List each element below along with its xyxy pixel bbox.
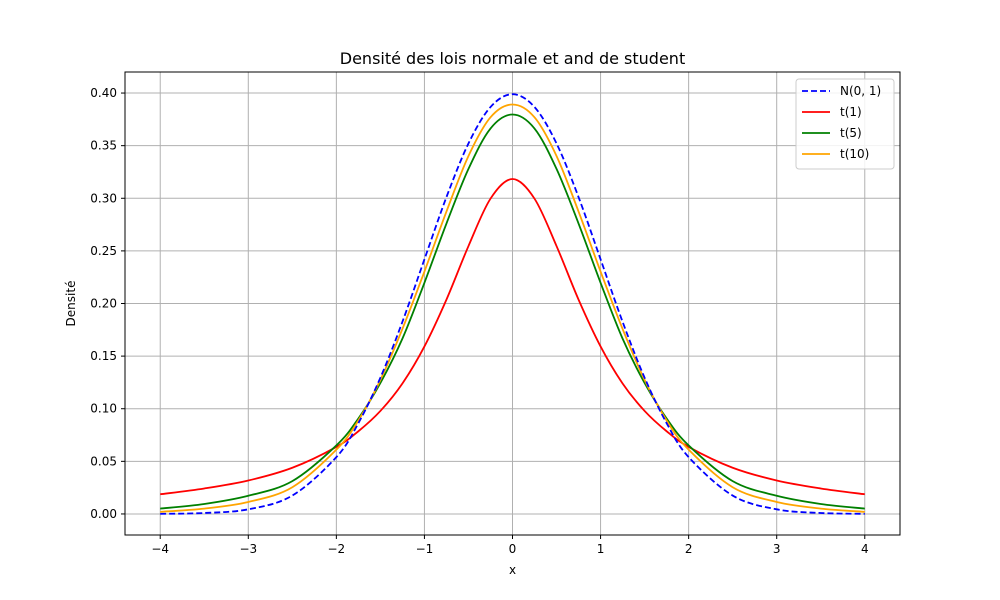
x-tick-label: −2 — [328, 542, 346, 556]
axis-ticks: −4 −3 −2 −1 0 1 2 3 4 0.00 0.05 0.10 0.15 0.20 0.25 0.3… — [90, 86, 868, 556]
x-tick-label: 4 — [861, 542, 869, 556]
x-tick-label: −3 — [239, 542, 257, 556]
x-tick-label: 3 — [773, 542, 781, 556]
series-line-t-10 — [160, 103, 865, 513]
series-line-n-0-1 — [160, 93, 865, 515]
y-tick-label: 0.40 — [90, 86, 117, 100]
legend-label: t(10) — [840, 147, 869, 161]
legend-box — [795, 78, 895, 170]
series-lines — [160, 93, 865, 515]
y-tick-label: 0.15 — [90, 349, 117, 363]
x-tick-label: 2 — [685, 542, 693, 556]
y-tick-label: 0.00 — [90, 507, 117, 521]
y-tick-label: 0.25 — [90, 244, 117, 258]
y-tick-label: 0.20 — [90, 297, 117, 311]
series-line-t-1 — [160, 178, 865, 496]
x-tick-label: −1 — [416, 542, 434, 556]
x-axis-label: x — [509, 563, 516, 577]
y-tick-label: 0.30 — [90, 191, 117, 205]
x-tick-label: 1 — [597, 542, 605, 556]
y-tick-label: 0.35 — [90, 139, 117, 153]
chart-title: Densité des lois normale et and de stude… — [340, 49, 685, 68]
legend-label: t(1) — [840, 105, 862, 119]
y-axis-label: Densité — [64, 281, 78, 327]
series-line-t-5 — [160, 113, 865, 510]
legend-label: t(5) — [840, 126, 862, 140]
x-tick-label: 0 — [509, 542, 517, 556]
y-tick-label: 0.05 — [90, 454, 117, 468]
y-tick-label: 0.10 — [90, 402, 117, 416]
x-tick-label: −4 — [151, 542, 169, 556]
legend-label: N(0, 1) — [840, 84, 881, 98]
legend: N(0, 1) t(1) t(5) t(10) — [795, 78, 895, 170]
